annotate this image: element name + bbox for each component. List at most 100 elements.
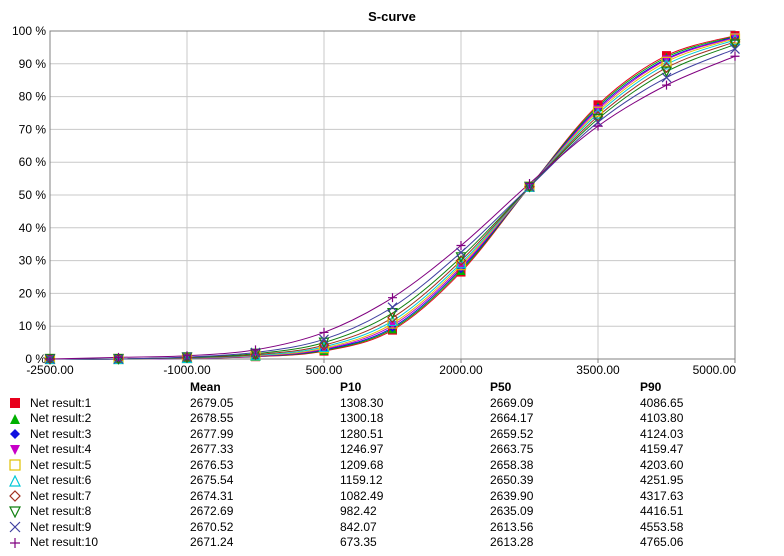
data-point bbox=[661, 58, 672, 70]
legend-row: Net result:3 2677.99 1280.51 2659.52 4124.03 bbox=[0, 427, 784, 443]
legend-p50-value: 2659.52 bbox=[490, 426, 534, 441]
legend-marker-cell bbox=[0, 442, 30, 458]
grid bbox=[49, 30, 736, 360]
legend-marker-icon bbox=[10, 429, 20, 440]
legend-marker-cell bbox=[0, 396, 30, 412]
legend-row: Net result:10 2671.24 673.35 2613.28 4765.06 bbox=[0, 535, 784, 551]
legend-series-name: Net result:8 bbox=[30, 504, 92, 518]
y-tick-label: 30 % bbox=[19, 254, 47, 268]
data-point bbox=[662, 80, 671, 90]
data-point bbox=[10, 398, 20, 409]
legend-marker-cell bbox=[0, 520, 30, 536]
legend-table: Mean P10 P50 P90 Net result:1 2679.05 1308… bbox=[0, 380, 784, 551]
x-tick-label: 5000.00 bbox=[693, 363, 737, 377]
legend-p90-value: 4124.03 bbox=[640, 426, 684, 441]
legend-row: Net result:2 2678.55 1300.18 2664.17 4103.80 bbox=[0, 411, 784, 427]
legend-series-name: Net result:2 bbox=[30, 411, 92, 425]
legend-marker-icon bbox=[9, 459, 21, 471]
y-tick-label: 0 % bbox=[25, 352, 46, 366]
legend-mean-value: 2678.55 bbox=[190, 411, 234, 425]
legend-p10-value: 1308.30 bbox=[340, 395, 384, 410]
series-marker-group bbox=[44, 36, 741, 365]
data-point bbox=[10, 429, 20, 440]
y-tick-label: 50 % bbox=[19, 188, 47, 202]
legend-row: Net result:5 2676.53 1209.68 2658.38 4203.60 bbox=[0, 458, 784, 474]
legend-p90-value: 4159.47 bbox=[640, 442, 684, 456]
legend-row: Net result:6 2675.54 1159.12 2650.39 4251.95 bbox=[0, 473, 784, 489]
y-tick-label: 60 % bbox=[19, 155, 47, 169]
data-point bbox=[387, 312, 398, 324]
legend-p10-value: 842.07 bbox=[340, 519, 377, 534]
series-marker-group bbox=[45, 51, 740, 364]
legend-series-name: Net result:7 bbox=[30, 488, 92, 503]
header-p10: P10 bbox=[340, 380, 362, 394]
legend-marker-cell bbox=[0, 535, 30, 551]
legend-mean-value: 2677.33 bbox=[190, 442, 234, 456]
legend-p50-value: 2658.38 bbox=[490, 457, 534, 472]
x-tick-label: 500.00 bbox=[306, 363, 343, 377]
legend-p10-value: 1209.68 bbox=[340, 457, 384, 472]
data-point bbox=[9, 521, 21, 533]
legend-mean-value: 2672.69 bbox=[190, 504, 234, 518]
series-line bbox=[49, 39, 736, 360]
header-p50: P50 bbox=[490, 380, 512, 394]
legend-p90-value: 4317.63 bbox=[640, 488, 684, 503]
legend-marker-icon bbox=[10, 413, 20, 424]
data-point bbox=[661, 56, 672, 67]
series-markers bbox=[44, 31, 741, 365]
legend-mean-value: 2679.05 bbox=[190, 395, 234, 410]
legend-row: Net result:7 2674.31 1082.49 2639.90 4317.63 bbox=[0, 489, 784, 505]
legend-p50-value: 2639.90 bbox=[490, 488, 534, 503]
series-line bbox=[49, 48, 736, 360]
legend-marker-icon bbox=[9, 490, 21, 503]
data-point bbox=[9, 459, 21, 471]
data-point bbox=[456, 247, 466, 258]
series-marker-group bbox=[44, 34, 741, 365]
series-line bbox=[49, 36, 736, 360]
legend-marker-cell bbox=[0, 458, 30, 474]
data-point bbox=[661, 66, 672, 78]
legend-p50-value: 2669.09 bbox=[490, 395, 534, 410]
legend-series-name: Net result:1 bbox=[30, 395, 92, 410]
legend-marker-cell bbox=[0, 504, 30, 520]
data-point bbox=[182, 351, 192, 361]
legend-p10-value: 982.42 bbox=[340, 504, 377, 518]
data-point bbox=[456, 241, 466, 251]
data-point bbox=[319, 334, 329, 345]
data-point bbox=[387, 307, 398, 319]
legend-p10-value: 1082.49 bbox=[340, 488, 384, 503]
data-point bbox=[114, 352, 123, 362]
legend-marker-cell bbox=[0, 427, 30, 443]
chart-title: S-curve bbox=[368, 9, 416, 24]
legend-series-name: Net result:6 bbox=[30, 473, 92, 487]
legend-body: Net result:1 2679.05 1308.30 2669.09 4086.65… bbox=[0, 396, 784, 551]
legend-p10-value: 1300.18 bbox=[340, 411, 384, 425]
y-tick-label: 90 % bbox=[19, 57, 47, 71]
legend-p50-value: 2613.56 bbox=[490, 519, 534, 534]
data-point bbox=[730, 44, 740, 54]
data-point bbox=[251, 345, 260, 355]
data-point bbox=[661, 72, 672, 83]
data-point bbox=[729, 39, 741, 51]
legend-marker-icon bbox=[9, 506, 21, 518]
data-point bbox=[387, 302, 398, 313]
data-point bbox=[592, 113, 604, 125]
legend-marker-icon bbox=[10, 398, 20, 409]
legend-mean-value: 2677.99 bbox=[190, 426, 234, 441]
legend-series-name: Net result:3 bbox=[30, 426, 92, 441]
legend-series-name: Net result:5 bbox=[30, 457, 92, 472]
series-line bbox=[49, 41, 736, 360]
y-tick-label: 40 % bbox=[19, 221, 47, 235]
legend-row: Net result:8 2672.69 982.42 2635.09 4416.51 bbox=[0, 504, 784, 520]
data-point bbox=[10, 413, 20, 424]
data-point bbox=[388, 293, 397, 303]
legend-mean-value: 2675.54 bbox=[190, 473, 234, 487]
data-point bbox=[10, 537, 20, 548]
legend-marker-icon bbox=[9, 474, 21, 487]
legend-p90-value: 4553.58 bbox=[640, 519, 684, 534]
legend-p90-value: 4765.06 bbox=[640, 535, 684, 549]
legend-marker-icon bbox=[9, 521, 21, 533]
legend-p50-value: 2663.75 bbox=[490, 442, 534, 456]
legend-p90-value: 4251.95 bbox=[640, 473, 684, 487]
legend-mean-value: 2676.53 bbox=[190, 457, 234, 472]
